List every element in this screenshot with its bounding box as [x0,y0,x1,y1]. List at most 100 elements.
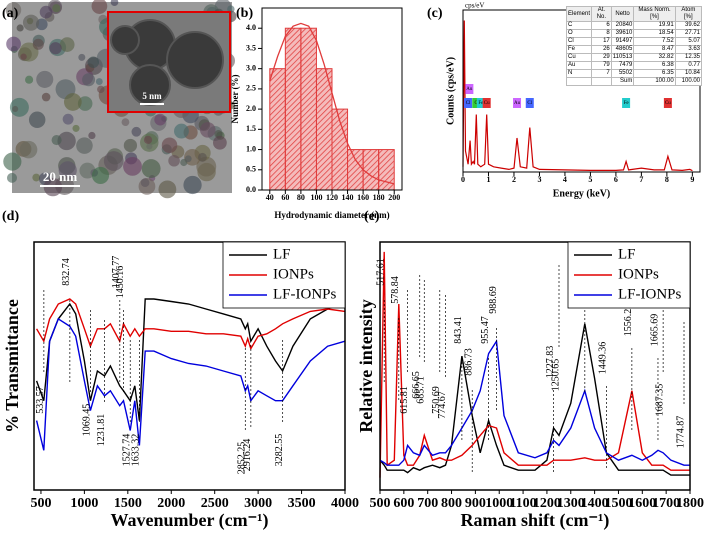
x-tick-label: 4 [563,175,567,184]
table-cell: Fe [565,45,593,54]
x-tick-label: 6 [614,175,618,184]
x-tick-label: 1800 [676,496,704,511]
table-cell: 8 [591,29,612,38]
annotation-label: 1527.74 [122,434,133,467]
nanoparticle [174,123,189,139]
fit-curve [269,22,395,185]
nanoparticle [141,159,161,179]
series-line [35,298,346,421]
scale-label: 20 nm [43,169,77,184]
table-cell: O [565,29,593,38]
peak-label-box [465,84,474,94]
x-tick-label: 1000 [70,496,98,511]
nanoparticle [95,78,103,85]
y-tick-label: 4.0 [246,23,256,32]
table-cell: 18.54 [633,29,676,38]
nanoparticle [82,73,96,87]
nanoparticle [76,137,93,154]
peak-label-box [622,98,631,108]
nanoparticle [43,177,63,197]
peak-label: Fe [478,101,484,106]
y-tick-label: 3.5 [246,43,256,52]
x-axis-label: Wavenumber (cm⁻¹) [110,510,268,531]
table-row: Cl 17 91497 7.52 5.07 [565,37,703,46]
y-tick-label: 1.5 [246,124,256,133]
nanoparticle [161,137,178,154]
x-tick-label: 500 [30,496,51,511]
nanoparticle [58,161,77,180]
x-tick-label: 4000 [331,496,359,511]
series-line [35,317,346,451]
nanoparticle [32,38,44,50]
nanoparticle [3,152,22,171]
table-cell: N [565,69,593,78]
nanoparticle [6,172,18,183]
x-tick-label: 3500 [288,496,316,511]
nanoparticle [77,96,93,111]
peak-label: Fe [624,101,630,106]
x-tick-label: 2000 [157,496,185,511]
nanoparticle [197,152,207,162]
peak-label-box [513,98,522,108]
panel-label: (c) [427,6,443,21]
table-cell: 26 [591,45,612,54]
x-tick-label: 1100 [509,496,536,511]
table-cell: 12.35 [674,53,703,62]
legend-label: LF-IONPs [273,286,337,302]
nanoparticle [154,113,167,126]
column-header: Element [565,6,593,22]
inset-scale-label: 5 nm [142,91,162,101]
nanoparticle [200,122,216,138]
table-cell: 5502 [610,69,635,78]
series-line [379,339,690,466]
peak-label: Cl [466,101,471,106]
annotation-label: 666.65 [411,371,422,399]
column-header: Atom [%] [674,6,703,22]
peak-label-box [663,98,672,108]
table-cell: 3.63 [674,45,703,54]
table-cell: 7.52 [633,37,676,46]
annotation-label: 988.69 [488,286,499,314]
inset-particle [166,31,224,89]
table-row: Cu 29 110513 32.82 12.35 [565,53,703,62]
x-tick-label: 3000 [244,496,272,511]
annotation-label: 832.74 [61,258,72,286]
nanoparticle [183,175,202,195]
table-cell: 10.84 [674,69,703,78]
legend-label: IONPs [618,266,659,282]
histogram-bar [269,68,286,191]
nanoparticle [184,155,192,163]
nanoparticle [123,138,138,153]
series-line [379,251,690,478]
annotation-label: 1231.81 [96,414,107,447]
x-tick-label: 5 [588,175,592,184]
column-header: Mass Norm. [%] [633,6,676,22]
x-tick-label: 100 [310,193,322,202]
series-line [379,323,690,476]
annotation-label: 774.67 [437,391,448,419]
y-tick-label: 0.0 [246,185,256,194]
y-axis-label: Counts (cps/eV) [445,57,456,125]
table-row: Sum 100.00 100.00 [565,77,703,86]
table-cell: Cu [565,53,593,62]
y-tick-label: 0.5 [246,165,256,174]
annotation-label: 886.73 [464,348,475,376]
peak-label-box [464,98,473,108]
nanoparticle [143,135,153,144]
histogram-bar [300,27,317,191]
table-cell: Au [565,61,593,70]
table-cell: C [565,21,593,30]
x-tick-label: 800 [441,496,462,511]
nanoparticle [158,180,177,199]
panel-label: (e) [364,209,380,224]
composition-table: Element At. No. Netto Mass Norm. [%] Atom [%… [565,6,703,86]
table-cell: 110513 [610,53,635,62]
nanoparticle [180,158,188,167]
y-unit: cps/eV [465,2,484,10]
histogram-bar [362,149,380,191]
annotation-label: 578.84 [390,276,401,304]
nanoparticle [121,118,130,127]
column-header: At. No. [591,6,612,22]
x-tick-label: 40 [266,193,274,202]
